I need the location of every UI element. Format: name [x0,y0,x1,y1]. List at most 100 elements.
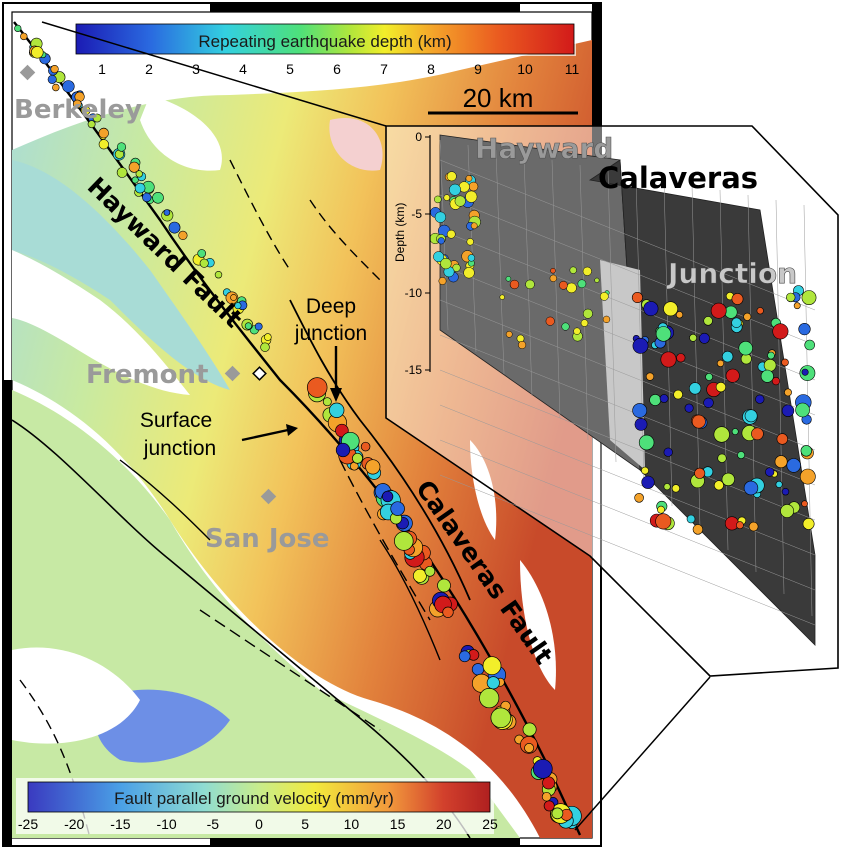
earthquake-dot [234,302,242,310]
velocity-colorbar [27,781,491,813]
inset-earthquake-dot [518,340,527,350]
inset-earthquake-dot [784,388,792,397]
inset-earthquake-dot [781,404,795,417]
mesh-line [439,334,816,486]
mesh-line [439,194,816,346]
earthquake-dot [471,663,485,676]
inset-earthquake-dot [774,455,788,469]
inset-earthquake-dot [772,323,789,340]
mesh-line [439,159,816,311]
inset-earthquake-dot [676,353,686,363]
inset-connector-top [41,21,387,127]
velocity-tick-label: 20 [436,816,452,832]
inset-earthquake-dot [801,500,808,508]
earthquake-dot [329,402,345,418]
inset-earthquake-dot [691,414,706,429]
inset-earthquake-dot [465,190,478,203]
fault-line-dashed-4 [199,609,381,731]
earthquake-dot [197,249,206,258]
inset-earthquake-dot [731,428,739,435]
earthquake-dot [98,139,109,150]
inset-earthquake-dot [786,458,801,473]
mesh-line [719,189,729,551]
inset-earthquake-dot [599,292,609,301]
fault-line-east [379,539,441,661]
inset-earthquake-dot [465,175,473,182]
inset-earthquake-dot [569,266,577,274]
junction-marker [252,366,267,381]
inset-earthquake-dot [641,475,655,489]
inset-hayward-label: Hayward [475,132,613,165]
earthquake-dot [263,333,272,341]
depth-tick-label: 10 [517,61,533,77]
inset-earthquake-dot [692,524,704,535]
inset-earthquake-dot [694,467,706,479]
earthquake-dot [254,322,263,331]
fault-line-dashed-3 [339,459,431,621]
inset-earthquake-dot [499,294,505,300]
inset-earthquake-dot [470,222,478,230]
inset-earthquake-dot [689,333,697,342]
inset-earthquake-dot [549,274,557,282]
inset-earthquake-dot [582,308,593,319]
mesh-line [439,264,816,416]
velocity-tick-label: 5 [301,816,309,832]
earthquake-dot [524,743,535,753]
frame-tick-top [210,3,520,12]
earthquake-dot [424,565,436,577]
inset-earthquake-dot [781,358,789,367]
deep-junction-arrowhead [330,388,342,402]
inset-earthquake-dot [801,368,809,376]
inset-earthquake-dot [776,433,788,445]
velocity-tick-label: 0 [255,816,263,832]
inset-earthquake-dot [703,316,713,326]
inset-y-tick-label: 0 [415,130,422,144]
earthquake-dot [352,452,363,464]
inset-earthquake-dot [763,358,777,372]
earthquake-dot [306,377,328,398]
inset-earthquake-dot [509,279,520,290]
inset-earthquake-dot [545,316,555,326]
inset-y-tick-label: -10 [405,286,423,300]
inset-earthquake-dot [748,521,759,532]
inset-earthquake-dot [756,307,764,315]
depth-tick-label: 6 [333,61,341,77]
inset-earthquake-dot [566,282,577,294]
inset-earthquake-dot [468,181,479,192]
city-label-fremont: Fremont [86,360,208,390]
inset-earthquake-dot [443,194,451,201]
earthquake-dot [543,800,555,812]
inset-earthquake-dot [721,350,734,363]
inset-earthquake-dot [446,229,456,239]
inset-earthquake-dot [580,319,589,327]
inset-earthquake-dot [743,312,752,321]
mesh-line [775,199,785,595]
inset-earthquake-dot [688,382,702,395]
mesh-line [551,159,561,419]
inset-earthquake-dot [466,238,474,246]
inset-earthquake-dot [561,322,570,331]
earthquake-dot [62,80,75,93]
earthquake-dot [199,258,209,268]
white-patch-north [140,95,222,171]
inset-earthquake-dot [781,488,790,496]
earthquake-dot [135,170,143,178]
white-patch-sw [12,647,140,744]
inset-earthquake-dot [804,339,816,351]
earthquake-dot [163,209,171,216]
earthquake-dot [394,531,414,551]
inset-earthquake-dot [743,480,759,496]
inset-y-tick-label: -5 [411,207,422,221]
inset-earthquake-dot [801,290,817,305]
mesh-line [607,169,617,463]
deep-junction-label-2: junction [294,322,367,345]
earthquake-dot [50,64,59,74]
inset-earthquake-dot [731,293,744,305]
inset-earthquake-dot [434,211,447,223]
inset-earthquake-dot [736,521,744,530]
inset-earthquake-dot [631,291,643,303]
inset-earthquake-dot [686,514,696,524]
inset-earthquake-dot [717,453,727,463]
surface-junction-label-2: junction [143,437,216,460]
earthquake-dot [244,322,252,330]
